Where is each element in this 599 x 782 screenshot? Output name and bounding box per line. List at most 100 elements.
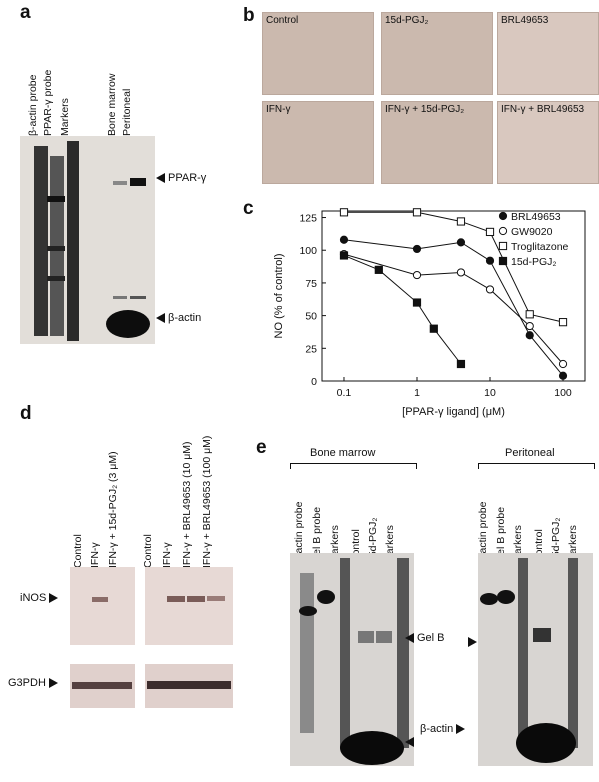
- data-point: [412, 208, 422, 217]
- lane-smear: [34, 146, 48, 336]
- band: [72, 682, 132, 689]
- no-production-chart: 0 25 50 75 100 125 0.1 1 10 100 [PPAR-γ ligand] (μ…: [273, 208, 586, 418]
- y-tick-label: 100: [299, 245, 317, 257]
- data-point: [412, 298, 422, 307]
- panel-b-letter: b: [243, 5, 255, 26]
- y-tick-label: 125: [299, 213, 317, 225]
- micrograph-15d-pgj2: 15d-PGJ₂: [381, 12, 493, 95]
- legend-marker: [498, 241, 508, 251]
- series-line: [343, 254, 462, 365]
- lane-label: IFN-γ: [161, 542, 173, 568]
- data-point: [485, 256, 495, 265]
- gel-b-band-label: Gel B: [405, 632, 445, 644]
- panel-a-blot: [20, 136, 155, 344]
- data-point: [558, 318, 568, 327]
- y-axis-label: NO (% of control): [273, 254, 285, 339]
- x-tick-label: 0.1: [337, 387, 352, 399]
- legend-label: Troglitazone: [511, 241, 569, 253]
- data-point: [374, 265, 383, 274]
- arrow-left-icon: [405, 633, 414, 644]
- lane-label: IFN-γ: [89, 542, 101, 568]
- micrograph-brl49653: BRL49653: [497, 12, 599, 95]
- arrow-right-icon: [48, 678, 58, 689]
- band: [130, 178, 146, 186]
- panel-d-g3pdh-blot-right: [145, 664, 233, 708]
- legend-marker: [498, 226, 508, 236]
- data-point: [412, 244, 422, 254]
- panel-e-blot-right: [478, 553, 593, 766]
- g3pdh-row-label: G3PDH: [8, 677, 58, 689]
- lane-label: IFN-γ + BRL49653 (10 μM): [181, 441, 193, 568]
- band: [187, 596, 205, 602]
- panel-d-g3pdh-blot-left: [70, 664, 135, 708]
- lane-smear: [397, 558, 409, 748]
- inos-row-label: iNOS: [20, 592, 59, 604]
- band: [480, 593, 498, 605]
- band: [533, 628, 551, 642]
- x-axis-label: [PPAR-γ ligand] (μM): [402, 406, 505, 418]
- micrograph-ifn-15d-pgj2: IFN-γ + 15d-PGJ₂: [381, 101, 493, 184]
- actin-blob: [340, 731, 404, 765]
- band: [92, 597, 108, 602]
- data-point: [456, 238, 466, 247]
- lane-label: IFN-γ + 15d-PGJ₂ (3 μM): [107, 451, 119, 568]
- panel-e-letter: e: [256, 437, 267, 458]
- band: [358, 631, 374, 643]
- panel-d-inos-blot-right: [145, 567, 233, 645]
- group-label-peritoneal: Peritoneal: [505, 447, 555, 459]
- lane-smear: [340, 558, 350, 748]
- data-point: [339, 235, 349, 244]
- lane-label: Markers: [59, 98, 71, 136]
- beta-actin-band-label: β-actin: [156, 312, 201, 324]
- lane-smear: [300, 573, 314, 733]
- data-point: [429, 324, 438, 333]
- panel-d-inos-blot-left: [70, 567, 135, 645]
- lane-label: IFN-γ + BRL49653 (100 μM): [201, 435, 213, 568]
- band: [130, 296, 146, 299]
- data-point: [456, 359, 466, 369]
- arrow-right-icon: [456, 724, 466, 735]
- legend-label: GW9020: [511, 226, 553, 238]
- band: [376, 631, 392, 643]
- arrow-left-icon: [156, 173, 165, 184]
- panel-c-letter: c: [243, 198, 254, 219]
- data-point: [456, 217, 466, 226]
- legend-marker: [498, 256, 508, 266]
- band: [299, 606, 317, 616]
- actin-blob: [516, 723, 576, 763]
- data-point: [558, 359, 568, 369]
- lane-label: Peritoneal: [121, 88, 133, 136]
- data-point: [558, 371, 568, 380]
- lane-label: Control: [72, 534, 84, 568]
- x-tick-label: 1: [414, 387, 420, 399]
- group-bracket: [478, 463, 595, 469]
- data-point: [485, 227, 495, 237]
- micrograph-ifn-brl49653: IFN-γ + BRL49653: [497, 101, 599, 184]
- x-tick-label: 10: [484, 387, 496, 399]
- y-tick-label: 50: [305, 311, 317, 323]
- legend-marker: [498, 211, 508, 221]
- micrograph-control: Control: [262, 12, 374, 95]
- data-point: [525, 310, 534, 319]
- series-line: [343, 253, 564, 365]
- lane-smear: [518, 558, 528, 748]
- data-point: [456, 268, 466, 277]
- band: [317, 590, 335, 604]
- lane-label: PPAR-γ probe: [42, 69, 54, 136]
- data-point: [485, 285, 495, 294]
- arrow-left-icon: [156, 313, 165, 324]
- actin-blob: [106, 310, 150, 338]
- band: [207, 596, 225, 601]
- band: [113, 296, 127, 299]
- micrograph-ifn-gamma: IFN-γ: [262, 101, 374, 184]
- band: [47, 246, 65, 251]
- lane-label: Control: [142, 534, 154, 568]
- data-point: [412, 270, 422, 280]
- legend-label: BRL49653: [511, 211, 561, 223]
- series-line: [343, 211, 564, 323]
- legend-label: 15d-PGJ₂: [511, 256, 557, 268]
- data-point: [339, 208, 349, 217]
- y-tick-label: 0: [311, 376, 317, 388]
- arrow-right-icon: [468, 637, 477, 647]
- group-bracket: [290, 463, 417, 469]
